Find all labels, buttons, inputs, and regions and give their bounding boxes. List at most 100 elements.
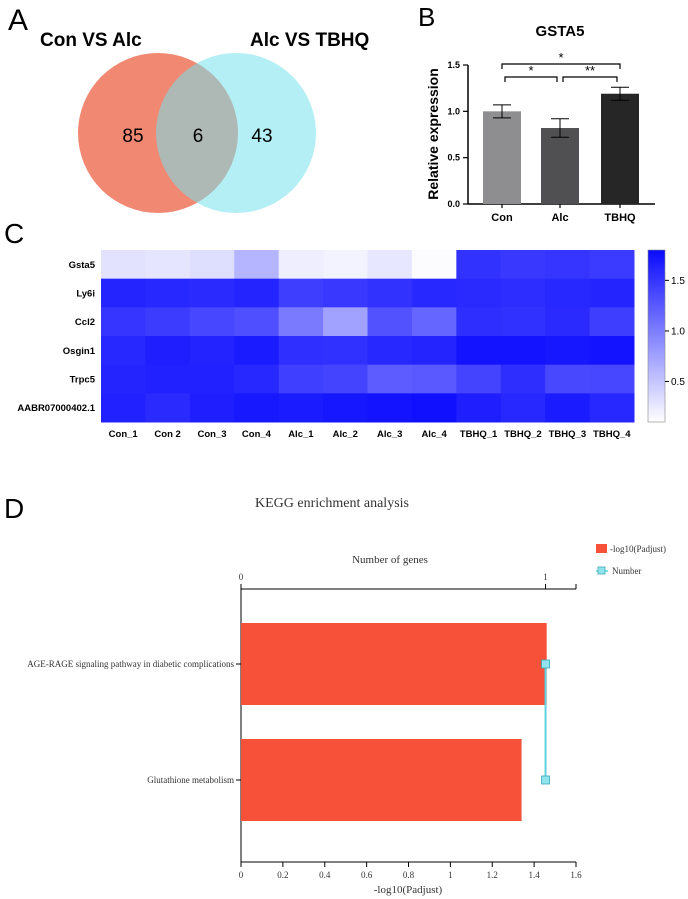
bar-x-label: Alc <box>551 212 568 224</box>
venn-right-count: 43 <box>251 126 272 147</box>
heatmap-cell <box>234 250 280 280</box>
significance-label: * <box>558 50 563 65</box>
colorbar-tick-label: 1.0 <box>671 326 685 337</box>
heatmap-cell <box>500 307 546 337</box>
heatmap-cell <box>545 250 591 280</box>
heatmap-cell <box>411 250 457 280</box>
colorbar-tick-label: 1.5 <box>671 276 685 287</box>
heatmap-cell <box>189 393 235 423</box>
bar-y-tick-label: 1.0 <box>447 106 460 116</box>
heatmap-col-label: Con_3 <box>198 429 227 440</box>
bar-y-tick-label: 0.0 <box>447 199 460 209</box>
heatmap-cell <box>101 278 146 308</box>
heatmap-cell <box>545 307 591 337</box>
kegg-category-label: Glutathione metabolism <box>147 775 234 785</box>
heatmap-cell <box>189 336 235 366</box>
heatmap-cell <box>411 393 457 423</box>
heatmap-col-label: TBHQ_3 <box>549 429 586 440</box>
heatmap-cell <box>145 336 191 366</box>
heatmap-col-label: Con 2 <box>154 429 180 440</box>
heatmap-cell <box>101 336 146 366</box>
kegg-x-tick-label: 0.2 <box>277 870 288 880</box>
heatmap-cell <box>589 336 635 366</box>
bar-tbhq <box>601 93 639 204</box>
heatmap-row-label: Ly6i <box>76 289 95 300</box>
significance-bracket <box>501 63 621 69</box>
heatmap-cell <box>456 336 502 366</box>
heatmap-cell <box>500 250 546 280</box>
heatmap-cell <box>411 364 457 394</box>
kegg-x-tick-label: 0.6 <box>361 870 373 880</box>
legend-bar-label: -log10(Padjust) <box>610 544 666 554</box>
heatmap-cell <box>589 250 635 280</box>
heatmap-col-label: Alc_4 <box>421 429 447 440</box>
heatmap-col-label: Alc_3 <box>377 429 402 440</box>
kegg-title: KEGG enrichment analysis <box>255 496 409 511</box>
kegg-x-tick-label: 1.6 <box>570 870 582 880</box>
heatmap-cell <box>367 250 413 280</box>
significance-bracket <box>504 76 558 82</box>
kegg-top-axis-label: Number of genes <box>352 554 428 566</box>
heatmap-cell <box>145 307 191 337</box>
heatmap-cell <box>101 250 146 280</box>
heatmap-col-label: Alc_2 <box>333 429 358 440</box>
kegg-x-tick-label: 0.4 <box>319 870 331 880</box>
heatmap-cell <box>278 250 324 280</box>
venn-overlap-count: 6 <box>193 126 204 147</box>
panel-label-c: C <box>4 218 24 249</box>
heatmap-cell <box>500 278 546 308</box>
bar-chart-title: GSTA5 <box>536 23 585 40</box>
legend-line-marker <box>597 566 606 575</box>
heatmap-cell <box>278 307 324 337</box>
heatmap-col-label: Alc_1 <box>288 429 314 440</box>
heatmap-col-label: TBHQ_2 <box>504 429 541 440</box>
heatmap-cell <box>545 364 591 394</box>
heatmap-cell <box>189 250 235 280</box>
kegg-xlabel: -log10(Padjust) <box>374 884 443 896</box>
heatmap-cell <box>145 364 191 394</box>
heatmap-cell <box>278 364 324 394</box>
heatmap-cell <box>189 278 235 308</box>
heatmap-cell <box>101 307 146 337</box>
significance-bracket <box>562 76 618 82</box>
heatmap-cell <box>323 307 368 337</box>
heatmap-cell <box>101 393 146 423</box>
heatmap-cell <box>145 393 191 423</box>
kegg-number-marker <box>541 775 550 785</box>
heatmap-cell <box>323 278 368 308</box>
heatmap-cell <box>367 278 413 308</box>
heatmap-cell <box>500 336 546 366</box>
heatmap-cell <box>145 250 191 280</box>
heatmap-cell <box>189 364 235 394</box>
kegg-x-tick-label: 1 <box>448 870 453 880</box>
legend-line-label: Number <box>612 566 642 576</box>
venn-right-circle <box>156 53 316 213</box>
heatmap-col-label: TBHQ_1 <box>460 429 498 440</box>
heatmap-row-label: Ccl2 <box>75 317 95 328</box>
heatmap-cell <box>367 393 413 423</box>
heatmap-cell <box>545 278 591 308</box>
heatmap-cell <box>545 393 591 423</box>
heatmap-cell <box>278 278 324 308</box>
heatmap-cell <box>189 307 235 337</box>
kegg-x-tick-label: 1.2 <box>487 870 498 880</box>
colorbar <box>647 249 666 423</box>
heatmap-cell <box>234 307 280 337</box>
panel-label-a: A <box>8 4 28 37</box>
heatmap-cell <box>323 393 368 423</box>
heatmap-cell <box>323 364 368 394</box>
heatmap-row-label: Gsta5 <box>69 260 96 271</box>
heatmap-cell <box>367 336 413 366</box>
bar-con <box>483 111 521 204</box>
heatmap-cell <box>589 393 635 423</box>
heatmap-cell <box>234 336 280 366</box>
heatmap-cell <box>456 278 502 308</box>
kegg-category-label: AGE-RAGE signaling pathway in diabetic c… <box>27 659 234 669</box>
heatmap-cell <box>589 278 635 308</box>
panel-label-d: D <box>4 493 24 524</box>
heatmap-cell <box>411 336 457 366</box>
venn-left-count: 85 <box>122 126 143 147</box>
heatmap-col-label: TBHQ_4 <box>593 429 631 440</box>
heatmap-cell <box>278 336 324 366</box>
